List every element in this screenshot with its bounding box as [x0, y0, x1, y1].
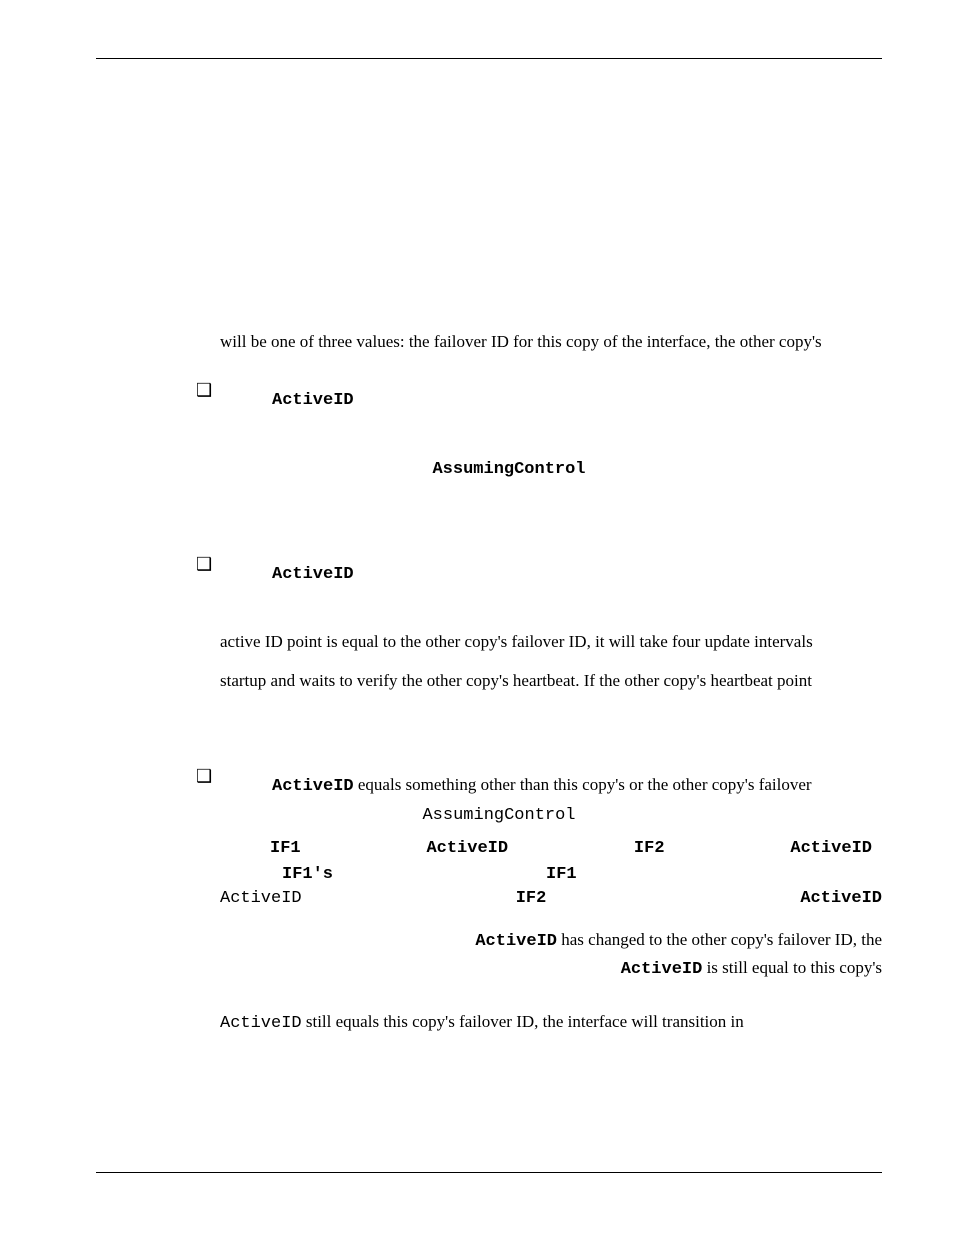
- body-text-block: will be one of three values: the failove…: [196, 322, 882, 1043]
- bullet-square-icon: ❑: [196, 555, 212, 573]
- token-activeid: ActiveID: [800, 886, 882, 912]
- page: will be one of three values: the failove…: [0, 0, 954, 1235]
- mono-line: AssumingControl: [196, 804, 882, 826]
- inline-mono-bold: ActiveID: [621, 960, 703, 979]
- token-activeid: ActiveID: [426, 836, 508, 862]
- token-activeid: ActiveID: [790, 836, 872, 862]
- bullet-square-icon: ❑: [196, 381, 212, 399]
- assuming-control-mono: AssumingControl: [422, 806, 575, 825]
- inline-mono: ActiveID: [220, 1014, 302, 1033]
- centered-monobold-line: AssumingControl: [196, 448, 882, 489]
- paragraph-line: active ID point is equal to the other co…: [220, 622, 882, 661]
- inline-text: still equals this copy's failover ID, th…: [302, 1012, 744, 1031]
- inline-text: is still equal to this copy's: [702, 958, 882, 977]
- bullet-item-2: ❑ ActiveID: [196, 553, 882, 594]
- token-activeid-mono: ActiveID: [220, 886, 302, 912]
- paragraph-line: startup and waits to verify the other co…: [220, 661, 882, 700]
- bullet-label: ActiveID: [272, 565, 354, 584]
- bullet-square-icon: ❑: [196, 767, 212, 785]
- token-if2: IF2: [634, 836, 665, 862]
- inline-text: has changed to the other copy's failover…: [557, 930, 882, 949]
- assuming-control-label: AssumingControl: [432, 460, 585, 479]
- inline-text: equals something other than this copy's …: [354, 775, 812, 794]
- paragraph-line: ActiveID still equals this copy's failov…: [220, 1002, 882, 1043]
- right-aligned-line: ActiveID is still equal to this copy's: [196, 955, 882, 983]
- token-if1s: IF1's: [282, 862, 333, 888]
- code-row-2: IF1's IF1: [196, 862, 882, 886]
- token-if1: IF1: [270, 836, 301, 862]
- paragraph-line: will be one of three values: the failove…: [220, 322, 882, 361]
- bullet-item-3: ❑ ActiveID equals something other than t…: [196, 765, 882, 806]
- bullet-item-1: ❑ ActiveID: [196, 379, 882, 420]
- footer-rule: [96, 1172, 882, 1173]
- header-rule: [96, 58, 882, 59]
- code-row-3: ActiveID IF2 ActiveID: [196, 886, 882, 912]
- inline-mono-bold: ActiveID: [272, 777, 354, 796]
- bullet-label: ActiveID: [272, 391, 354, 410]
- right-aligned-line: ActiveID has changed to the other copy's…: [196, 927, 882, 955]
- inline-mono-bold: ActiveID: [475, 932, 557, 951]
- code-row-1: IF1 ActiveID IF2 ActiveID: [196, 836, 882, 862]
- token-if1: IF1: [546, 862, 577, 888]
- token-if2: IF2: [516, 886, 547, 912]
